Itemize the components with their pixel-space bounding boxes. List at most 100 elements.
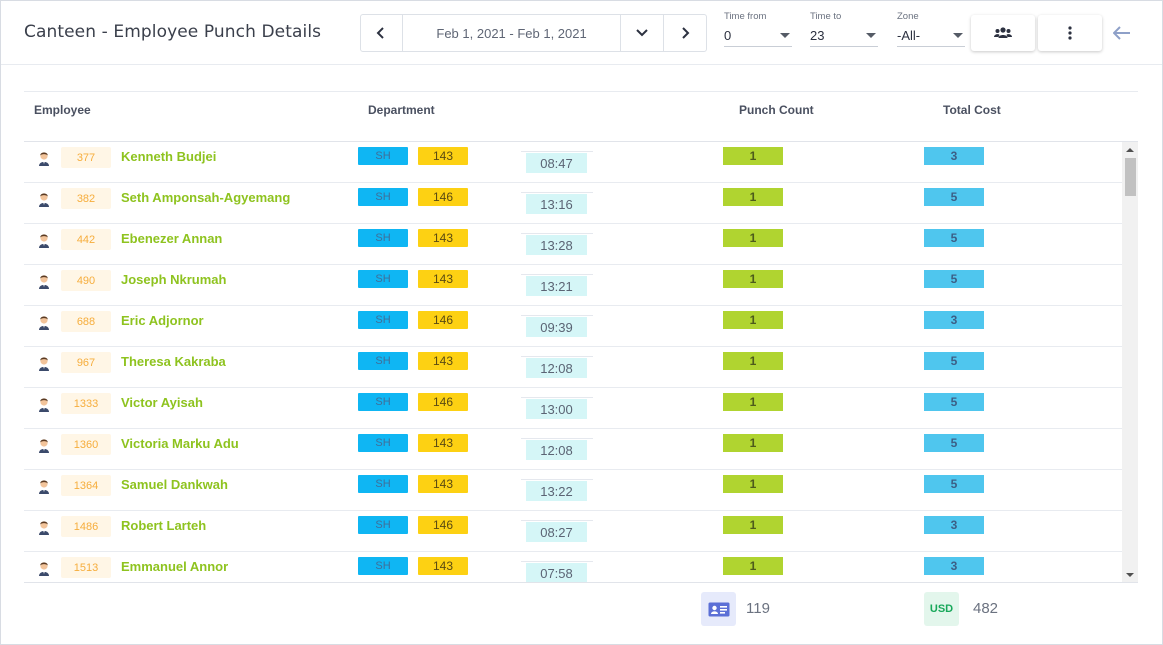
total-cost-badge: 3 [924,147,984,165]
punch-count-badge: 1 [723,393,783,411]
total-cost-badge: 5 [924,475,984,493]
chevron-down-icon [636,29,648,37]
shift-badge: SH [358,311,408,329]
table-row[interactable]: 490 Joseph Nkrumah SH 143 13:21 1 5 [24,265,1122,306]
employee-avatar-icon [37,437,51,453]
time-from-label: Time from [724,11,767,22]
total-cost-badge: 3 [924,557,984,575]
zone-select[interactable]: Zone -All- [897,11,965,49]
table-row[interactable]: 1513 Emmanuel Annor SH 143 07:58 1 3 [24,552,1122,582]
shift-badge: SH [358,434,408,452]
employee-id-badge: 377 [61,147,111,168]
time-to-label: Time to [810,11,842,22]
punch-count-badge: 1 [723,270,783,288]
page-title: Canteen - Employee Punch Details [24,22,322,42]
currency-label: USD [929,603,954,615]
employee-name[interactable]: Eric Adjornor [121,313,204,328]
punch-count-badge: 1 [723,352,783,370]
employee-name[interactable]: Emmanuel Annor [121,559,229,574]
total-cost-badge: 3 [924,311,984,329]
employees-button[interactable] [971,15,1035,51]
employee-id-badge: 382 [61,188,111,209]
table-row[interactable]: 967 Theresa Kakraba SH 143 12:08 1 5 [24,347,1122,388]
cost-total: 482 [973,600,999,617]
punch-time-cell: 13:28 [521,233,593,255]
department-badge: 143 [418,147,468,165]
punch-time: 09:39 [526,317,587,337]
time-from-select[interactable]: Time from 0 [724,11,792,49]
employee-name[interactable]: Victoria Marku Adu [121,436,239,451]
total-cost-badge: 5 [924,352,984,370]
employee-name[interactable]: Victor Ayisah [121,395,203,410]
column-punch-count: Punch Count [739,103,814,117]
table-row[interactable]: 442 Ebenezer Annan SH 143 13:28 1 5 [24,224,1122,265]
chevron-right-icon [682,27,690,39]
date-range-display[interactable]: Feb 1, 2021 - Feb 1, 2021 [403,15,622,51]
department-badge: 143 [418,434,468,452]
employee-id-badge: 688 [61,311,111,332]
time-to-select[interactable]: Time to 23 [810,11,878,49]
total-cost-badge: 5 [924,188,984,206]
shift-badge: SH [358,352,408,370]
punch-time: 13:00 [526,399,587,419]
punch-time-cell: 13:00 [521,397,593,419]
scroll-thumb[interactable] [1125,158,1136,196]
employee-name[interactable]: Seth Amponsah-Agyemang [121,190,291,205]
punch-time: 12:08 [526,440,587,460]
more-options-button[interactable] [1038,15,1102,51]
time-from-value: 0 [724,28,732,43]
punch-count-badge: 1 [723,475,783,493]
punch-time: 08:47 [526,153,587,173]
table-row[interactable]: 1360 Victoria Marku Adu SH 143 12:08 1 5 [24,429,1122,470]
punch-time-cell: 08:27 [521,520,593,542]
table-row[interactable]: 1486 Robert Larteh SH 146 08:27 1 3 [24,511,1122,552]
shift-badge: SH [358,516,408,534]
column-total-cost: Total Cost [943,103,1001,117]
employee-name[interactable]: Robert Larteh [121,518,207,533]
employee-name[interactable]: Samuel Dankwah [121,477,228,492]
scroll-down-icon[interactable] [1126,573,1134,577]
punch-time-cell: 13:16 [521,192,593,214]
column-department: Department [368,103,435,117]
table-row[interactable]: 688 Eric Adjornor SH 146 09:39 1 3 [24,306,1122,347]
employee-avatar-icon [37,519,51,535]
prev-date-button[interactable] [361,15,403,51]
next-date-button[interactable] [664,15,706,51]
id-card-icon [701,592,736,626]
users-icon [994,27,1012,38]
scroll-up-icon[interactable] [1126,148,1134,152]
total-cost-badge: 5 [924,229,984,247]
vertical-scrollbar[interactable] [1122,142,1138,582]
employee-avatar-icon [37,478,51,494]
employee-id-badge: 1486 [61,516,111,537]
employee-name[interactable]: Theresa Kakraba [121,354,226,369]
arrow-left-icon [1113,26,1130,40]
table-row[interactable]: 377 Kenneth Budjei SH 143 08:47 1 3 [24,142,1122,183]
employee-avatar-icon [37,232,51,248]
punch-time-cell: 13:22 [521,479,593,501]
employee-avatar-icon [37,396,51,412]
table-row[interactable]: 382 Seth Amponsah-Agyemang SH 146 13:16 1 5 [24,183,1122,224]
punch-table: Employee Department Punch Count Total Co… [24,91,1138,583]
department-badge: 146 [418,516,468,534]
shift-badge: SH [358,229,408,247]
time-to-value: 23 [810,28,825,43]
employee-name[interactable]: Ebenezer Annan [121,231,223,246]
back-button[interactable] [1112,23,1132,43]
punch-count-badge: 1 [723,557,783,575]
more-vertical-icon [1068,26,1072,40]
employee-name[interactable]: Joseph Nkrumah [121,272,227,287]
department-badge: 143 [418,557,468,575]
shift-badge: SH [358,557,408,575]
punch-time: 13:22 [526,481,587,501]
table-body: 377 Kenneth Budjei SH 143 08:47 1 3 382 Seth Amp… [24,142,1138,583]
date-dropdown-button[interactable] [621,15,665,51]
employee-name[interactable]: Kenneth Budjei [121,149,217,164]
employee-avatar-icon [37,355,51,371]
employee-id-badge: 442 [61,229,111,250]
table-row[interactable]: 1364 Samuel Dankwah SH 143 13:22 1 5 [24,470,1122,511]
employee-id-badge: 490 [61,270,111,291]
punch-total: 119 [746,600,770,617]
table-row[interactable]: 1333 Victor Ayisah SH 146 13:00 1 5 [24,388,1122,429]
